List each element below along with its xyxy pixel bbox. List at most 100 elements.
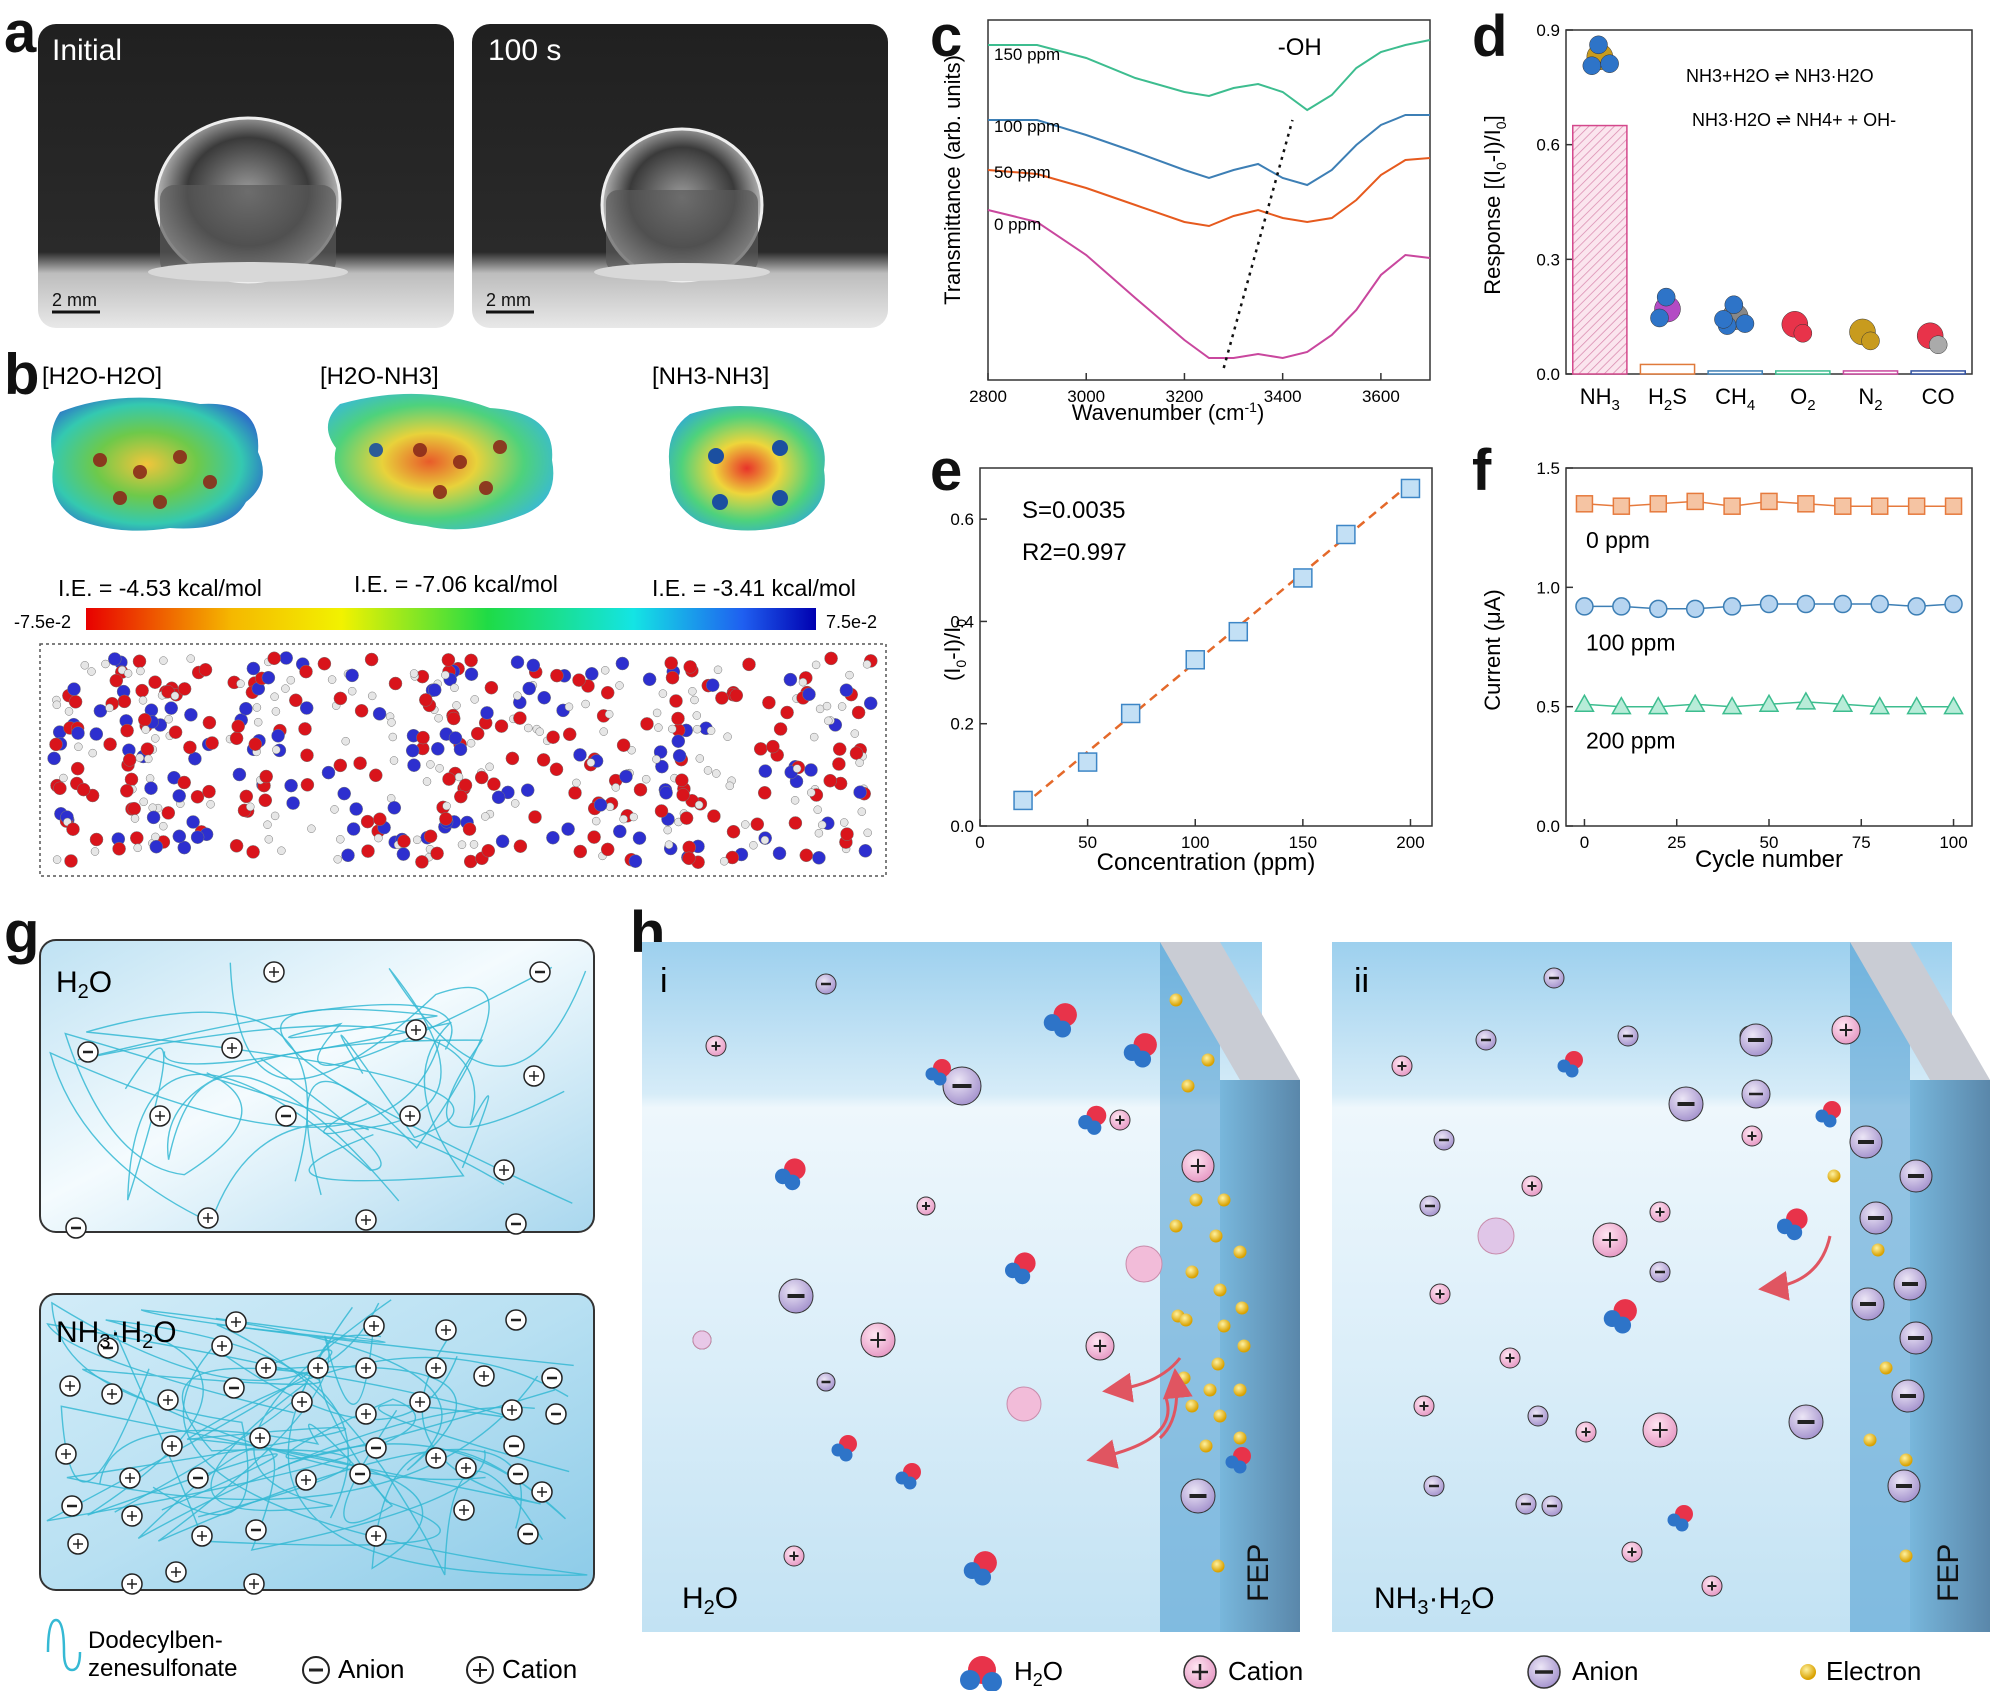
colorbar-min: -7.5e-2	[14, 612, 71, 632]
legend-chain-icon	[46, 1618, 82, 1672]
md-atoms	[47, 651, 878, 869]
f-point	[1760, 492, 1778, 511]
f-point	[1796, 594, 1816, 614]
atoms-cluster-3	[708, 440, 788, 510]
chart-e: e (I0-I)/I0 0 50 100 150 200 0.0 0.2 0.4 0.6 S=0.…	[930, 440, 1433, 876]
f-ylabel: Current (μA)	[1480, 589, 1505, 710]
f-point	[1907, 497, 1926, 515]
surfactant-chains	[46, 962, 588, 1576]
f-point	[1943, 696, 1964, 715]
f-series-label: 100 ppm	[1586, 629, 1676, 655]
f-point	[1612, 597, 1631, 616]
c-series-line	[987, 209, 1431, 360]
f-point	[1575, 597, 1594, 616]
f-point	[1795, 691, 1817, 710]
e-xtick-label: 50	[1078, 833, 1097, 852]
f-series-label: 200 ppm	[1586, 727, 1676, 753]
legend-water-icon	[960, 1656, 1002, 1691]
legend-chain-line1: Dodecylben-	[88, 1627, 223, 1654]
e-ytick-label: 0.6	[950, 510, 974, 529]
d-xtick-label: NH3	[1580, 384, 1620, 414]
fep-label-ii: FEP	[1932, 1544, 1965, 1602]
d-bar	[1842, 370, 1899, 375]
e-point	[1120, 703, 1141, 724]
legend-h-cation-label: Cation	[1228, 1656, 1303, 1686]
c-series-line	[988, 114, 1430, 187]
f-point	[1759, 594, 1779, 614]
d-reaction-2: NH3·H2O ⇌ NH4+ + OH-	[1692, 110, 1896, 130]
e-annotation-r2: R2=0.997	[1022, 539, 1127, 566]
d-molecule-icon	[1916, 322, 1948, 354]
f-xtick-label: 75	[1852, 833, 1871, 852]
c-series-label: 100 ppm	[994, 117, 1060, 136]
f-point	[1611, 696, 1632, 715]
legend-h-anion-icon	[1527, 1655, 1561, 1689]
c-series-label: 50 ppm	[994, 163, 1051, 182]
f-point	[1869, 696, 1891, 715]
d-ylabel: Response [(I0-I)/I0]	[1480, 115, 1509, 294]
d-molecule-icon	[1781, 311, 1813, 343]
panel-b-label: b	[4, 352, 39, 407]
e-point	[1185, 650, 1205, 670]
d-ytick-label: 0.6	[1536, 136, 1560, 155]
f-point	[1685, 599, 1705, 619]
c-series-label: 0 ppm	[994, 215, 1041, 234]
e-ytick-label: 0.2	[950, 715, 974, 734]
legend-h-cation-icon	[1183, 1655, 1217, 1689]
f-point	[1723, 497, 1741, 515]
fep-layer-i	[1220, 1080, 1300, 1632]
f-point	[1870, 594, 1889, 614]
f-ytick-label: 1.5	[1536, 459, 1560, 478]
c-series-line	[988, 39, 1431, 112]
panel-b: b [H2O-H2O] [H2O-NH3] [NH3-NH3] I.E. = -…	[4, 352, 887, 877]
scene-particles	[692, 967, 1933, 1597]
e-point	[1228, 621, 1249, 642]
panel-g-label: g	[4, 900, 39, 965]
ion-symbols	[55, 961, 567, 1595]
e-point	[1077, 752, 1098, 772]
d-bar	[1775, 370, 1831, 375]
e-point	[1400, 478, 1421, 499]
chart-d: d Response [(I0-I)/I0] 0.0 0.3 0.6 0.9 NH3 H2…	[1472, 4, 1973, 414]
e-xtick-label: 100	[1181, 833, 1209, 852]
ie-3: I.E. = -3.41 kcal/mol	[652, 575, 856, 601]
f-point	[1612, 497, 1631, 515]
d-ytick-label: 0.0	[1536, 365, 1560, 384]
d-bar	[1639, 363, 1696, 375]
photo-initial: Initial 2 mm	[38, 24, 454, 328]
f-point	[1722, 597, 1742, 616]
legend-anion-label: Anion	[338, 1654, 405, 1684]
legend-chain-line2: zenesulfonate	[88, 1655, 237, 1682]
box-h2o	[39, 939, 595, 1233]
fep-label-i: FEP	[1242, 1544, 1275, 1602]
f-xtick-label: 25	[1667, 833, 1686, 852]
legend-electron-label: Electron	[1826, 1656, 1921, 1686]
f-point	[1758, 693, 1780, 713]
sub-label-i: i	[660, 962, 668, 1000]
d-xtick-label: H2S	[1648, 384, 1687, 414]
d-xtick-label: CO	[1922, 384, 1955, 409]
f-point	[1907, 597, 1926, 616]
c-annotation: -OH	[1278, 34, 1322, 61]
d-plot-frame	[1565, 29, 1973, 375]
photo-100s-title: 100 s	[488, 34, 561, 67]
scalebar-100s: 2 mm	[486, 290, 531, 310]
legend-water-label: H2O	[1014, 1656, 1063, 1690]
e-fit-line	[1022, 482, 1412, 807]
f-point	[1944, 594, 1963, 614]
f-xlabel: Cycle number	[1695, 846, 1843, 873]
f-point	[1575, 495, 1594, 513]
e-ytick-label: 0.4	[950, 612, 974, 631]
f-point	[1834, 497, 1852, 515]
e-point	[1293, 568, 1313, 588]
c-series-line	[987, 157, 1431, 228]
scene-ii-bottom: NH3·H2O	[1374, 1582, 1495, 1619]
legend-h-anion-label: Anion	[1572, 1656, 1639, 1686]
chart-f: f Current (μA) 0 25 50 75 100 0.0 0.5 1.0 1.5 0 p…	[1472, 440, 1973, 873]
d-molecule-icon	[1582, 35, 1619, 75]
e-point	[1336, 524, 1356, 545]
f-point	[1649, 599, 1668, 619]
panel-g: g H2O NH3·H2O Dodecylben- zenesulfonate …	[4, 900, 595, 1684]
panel-a-label: a	[4, 0, 37, 65]
f-point	[1686, 492, 1704, 511]
